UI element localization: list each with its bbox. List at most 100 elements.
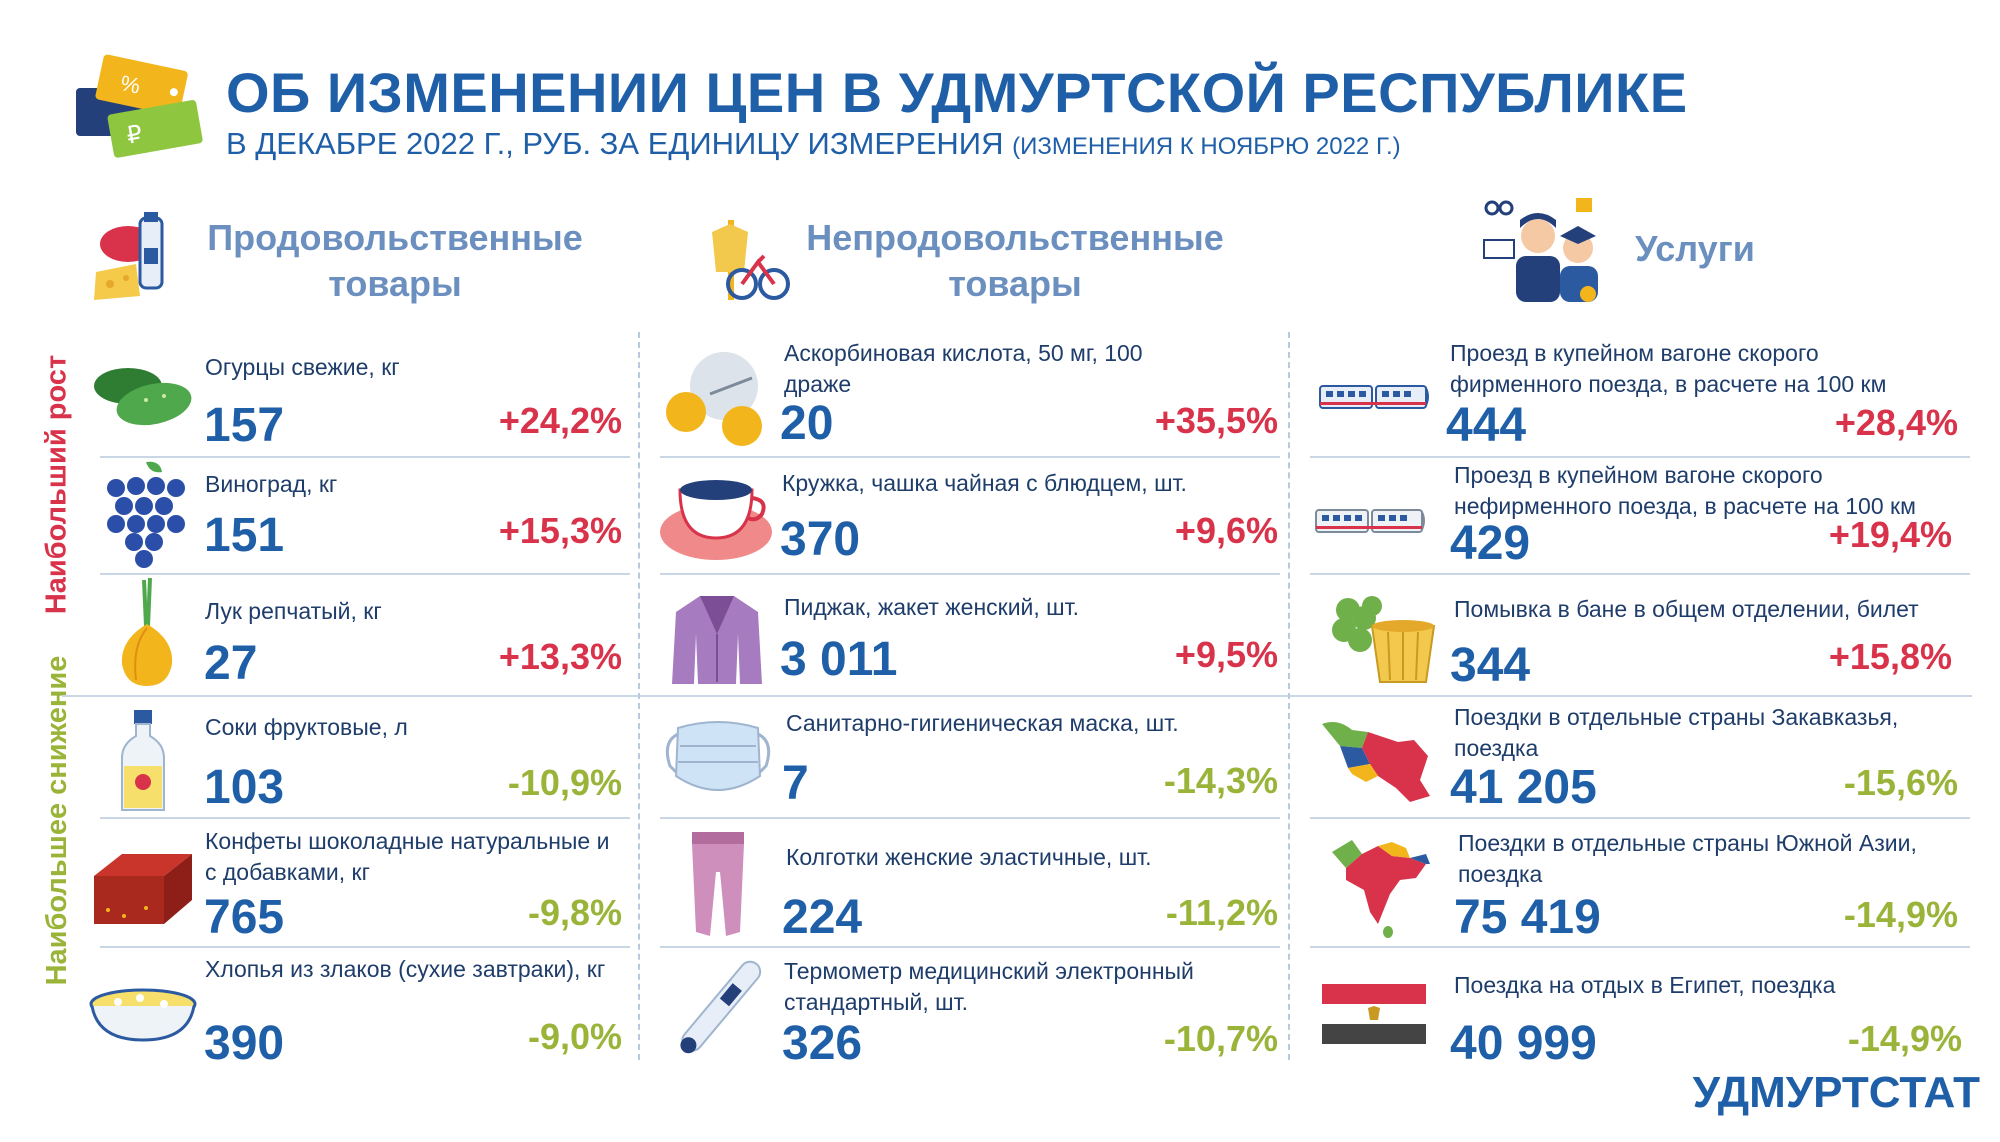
row-divider xyxy=(660,456,1280,458)
item-label: Поездка на отдых в Египет, поездка xyxy=(1454,972,1836,998)
item-change: +9,6% xyxy=(1174,510,1278,551)
item-change: +19,4% xyxy=(1828,514,1952,555)
item-change: -9,8% xyxy=(527,892,622,933)
item-label: Поездки в отдельные страны Южной Азии, п… xyxy=(1458,830,1917,887)
page-subtitle: В ДЕКАБРЕ 2022 Г., РУБ. ЗА ЕДИНИЦУ ИЗМЕР… xyxy=(226,126,1401,162)
item-price: 765 xyxy=(204,891,285,944)
item-price: 40 999 xyxy=(1450,1017,1597,1070)
item-change: -14,9% xyxy=(1843,894,1958,935)
item-price: 224 xyxy=(782,891,863,944)
growth-decline-divider xyxy=(62,695,1972,697)
item-label: Помывка в бане в общем отделении, билет xyxy=(1454,596,1919,622)
chocolate-icon xyxy=(94,848,194,928)
brand-logo-text: УДМУРТСТАТ xyxy=(1692,1068,1980,1117)
subtitle-note: (ИЗМЕНЕНИЯ К НОЯБРЮ 2022 Г.) xyxy=(1012,133,1401,160)
item-price: 157 xyxy=(204,399,285,452)
row-divider xyxy=(660,946,1280,948)
cucumber-icon xyxy=(90,356,195,436)
category-services: Услуги xyxy=(1635,228,1755,269)
item-change: -14,3% xyxy=(1163,760,1278,801)
jacket-icon xyxy=(670,594,764,686)
caucasus-map-icon xyxy=(1318,716,1438,806)
item-change: +13,3% xyxy=(498,636,622,677)
item-price: 27 xyxy=(204,637,258,690)
item-label: Аскорбиновая кислота, 50 мг, 100 драже xyxy=(784,340,1143,397)
item-price: 326 xyxy=(782,1017,863,1070)
item-price: 390 xyxy=(204,1017,285,1070)
train-icon xyxy=(1318,382,1433,412)
row-divider xyxy=(1310,573,1970,575)
south-asia-map-icon xyxy=(1326,834,1434,938)
groceries-icon xyxy=(88,212,183,307)
category-food: Продовольственные товары xyxy=(207,217,583,304)
onion-icon xyxy=(112,576,182,688)
vitamin-icon xyxy=(666,350,771,450)
row-divider xyxy=(1310,456,1970,458)
item-change: -9,0% xyxy=(527,1016,622,1057)
item-price: 344 xyxy=(1450,639,1531,692)
bath-icon xyxy=(1326,592,1436,684)
item-price: 444 xyxy=(1446,399,1527,452)
subtitle-main: В ДЕКАБРЕ 2022 Г., РУБ. ЗА ЕДИНИЦУ ИЗМЕР… xyxy=(226,126,1004,161)
page-title: ОБ ИЗМЕНЕНИИ ЦЕН В УДМУРТСКОЙ РЕСПУБЛИКЕ xyxy=(226,61,1688,124)
item-price: 3 011 xyxy=(780,633,898,686)
item-change: +15,8% xyxy=(1828,636,1952,677)
category-nonfood: Непродовольственные товары xyxy=(806,217,1224,304)
mask-icon xyxy=(660,712,776,808)
item-change: -10,9% xyxy=(507,762,622,803)
row-divider xyxy=(660,817,1280,819)
item-label: Санитарно-гигиеническая маска, шт. xyxy=(786,710,1179,736)
item-change: +9,5% xyxy=(1174,634,1278,675)
svg-text:₽: ₽ xyxy=(125,120,145,149)
juice-icon xyxy=(118,710,168,814)
item-price: 20 xyxy=(780,397,834,450)
item-price: 103 xyxy=(204,761,285,814)
train-icon xyxy=(1314,506,1429,536)
column-divider-1 xyxy=(638,332,640,1060)
column-divider-2 xyxy=(1288,332,1290,1060)
item-price: 370 xyxy=(780,513,861,566)
item-change: +35,5% xyxy=(1154,400,1278,441)
item-change: -15,6% xyxy=(1843,762,1958,803)
row-divider xyxy=(1310,946,1970,948)
row-divider xyxy=(100,573,630,575)
row-divider xyxy=(100,817,630,819)
item-label: Термометр медицинский электронный станда… xyxy=(784,958,1194,1015)
item-price: 75 419 xyxy=(1454,891,1601,944)
item-change: +24,2% xyxy=(498,400,622,441)
item-change: +28,4% xyxy=(1834,402,1958,443)
egypt-flag-icon xyxy=(1322,984,1426,1044)
row-divider xyxy=(660,573,1280,575)
item-label: Колготки женские эластичные, шт. xyxy=(786,844,1152,870)
price-tags-icon: % ₽ xyxy=(70,48,210,158)
item-label: Пиджак, жакет женский, шт. xyxy=(784,594,1080,620)
item-label: Конфеты шоколадные натуральные и с добав… xyxy=(205,828,610,885)
item-price: 41 205 xyxy=(1450,761,1597,814)
item-change: +15,3% xyxy=(498,510,622,551)
thermometer-icon xyxy=(664,960,772,1060)
services-people-icon xyxy=(1480,196,1610,306)
item-label: Хлопья из злаков (сухие завтраки), кг xyxy=(205,956,606,982)
side-label-growth: Наибольший рост xyxy=(40,354,73,615)
side-label-decline: Наибольшее снижение xyxy=(41,655,73,986)
row-divider xyxy=(100,456,630,458)
item-label: Кружка, чашка чайная с блюдцем, шт. xyxy=(782,470,1187,496)
item-label: Огурцы свежие, кг xyxy=(205,354,400,380)
row-divider xyxy=(100,946,630,948)
item-label: Поездки в отдельные страны Закавказья, п… xyxy=(1454,704,1899,761)
grapes-icon xyxy=(100,458,190,570)
cereal-bowl-icon xyxy=(88,984,198,1044)
item-price: 7 xyxy=(782,757,809,810)
item-change: -14,9% xyxy=(1847,1018,1962,1059)
item-label: Проезд в купейном вагоне скорого фирменн… xyxy=(1450,340,1887,397)
clothes-bike-icon xyxy=(698,212,808,307)
item-label: Виноград, кг xyxy=(205,471,338,497)
item-label: Соки фруктовые, л xyxy=(205,714,408,740)
teacup-icon xyxy=(658,468,778,564)
row-divider xyxy=(1310,817,1970,819)
item-price: 429 xyxy=(1450,517,1531,570)
item-label: Лук репчатый, кг xyxy=(205,598,382,624)
item-change: -11,2% xyxy=(1165,892,1278,933)
tights-icon xyxy=(690,832,746,940)
item-label: Проезд в купейном вагоне скорого нефирме… xyxy=(1454,462,1916,519)
